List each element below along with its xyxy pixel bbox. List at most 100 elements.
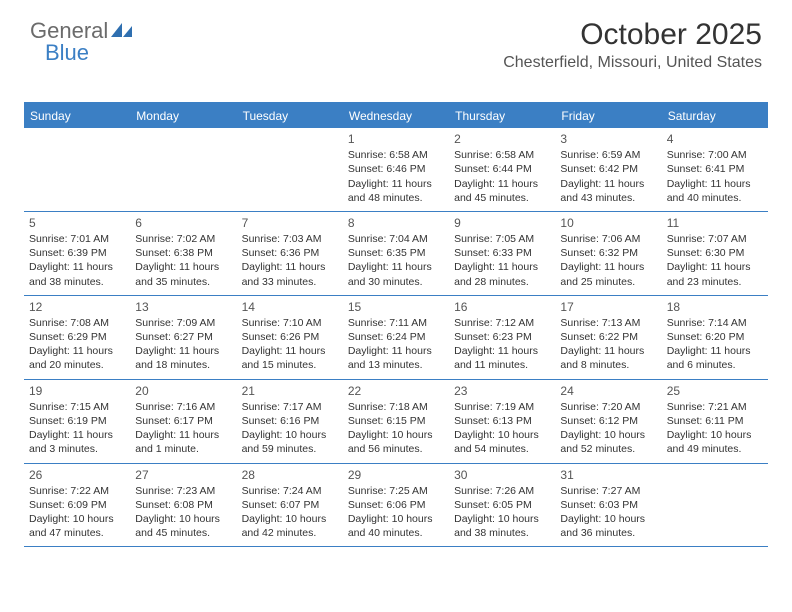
sunset-text: Sunset: 6:06 PM bbox=[348, 498, 444, 512]
daylight-text: Daylight: 11 hours and 38 minutes. bbox=[29, 260, 125, 288]
day-number: 22 bbox=[348, 383, 444, 399]
sunrise-text: Sunrise: 7:26 AM bbox=[454, 484, 550, 498]
day-cell: 11Sunrise: 7:07 AMSunset: 6:30 PMDayligh… bbox=[662, 212, 768, 295]
day-cell: 18Sunrise: 7:14 AMSunset: 6:20 PMDayligh… bbox=[662, 296, 768, 379]
daylight-text: Daylight: 11 hours and 8 minutes. bbox=[560, 344, 656, 372]
day-number: 7 bbox=[242, 215, 338, 231]
sunrise-text: Sunrise: 7:07 AM bbox=[667, 232, 763, 246]
day-cell bbox=[237, 128, 343, 211]
day-number: 25 bbox=[667, 383, 763, 399]
sunrise-text: Sunrise: 7:22 AM bbox=[29, 484, 125, 498]
day-number: 29 bbox=[348, 467, 444, 483]
sunrise-text: Sunrise: 7:10 AM bbox=[242, 316, 338, 330]
day-number: 17 bbox=[560, 299, 656, 315]
day-cell: 27Sunrise: 7:23 AMSunset: 6:08 PMDayligh… bbox=[130, 464, 236, 547]
day-cell: 23Sunrise: 7:19 AMSunset: 6:13 PMDayligh… bbox=[449, 380, 555, 463]
sunrise-text: Sunrise: 7:14 AM bbox=[667, 316, 763, 330]
day-number: 11 bbox=[667, 215, 763, 231]
daylight-text: Daylight: 10 hours and 47 minutes. bbox=[29, 512, 125, 540]
sunrise-text: Sunrise: 7:12 AM bbox=[454, 316, 550, 330]
day-cell: 30Sunrise: 7:26 AMSunset: 6:05 PMDayligh… bbox=[449, 464, 555, 547]
daylight-text: Daylight: 11 hours and 6 minutes. bbox=[667, 344, 763, 372]
sunset-text: Sunset: 6:46 PM bbox=[348, 162, 444, 176]
daylight-text: Daylight: 11 hours and 30 minutes. bbox=[348, 260, 444, 288]
day-number: 13 bbox=[135, 299, 231, 315]
day-cell: 31Sunrise: 7:27 AMSunset: 6:03 PMDayligh… bbox=[555, 464, 661, 547]
daylight-text: Daylight: 11 hours and 3 minutes. bbox=[29, 428, 125, 456]
day-header: Monday bbox=[130, 104, 236, 128]
sunrise-text: Sunrise: 6:58 AM bbox=[454, 148, 550, 162]
sunset-text: Sunset: 6:16 PM bbox=[242, 414, 338, 428]
sunset-text: Sunset: 6:09 PM bbox=[29, 498, 125, 512]
sunrise-text: Sunrise: 7:27 AM bbox=[560, 484, 656, 498]
day-number: 28 bbox=[242, 467, 338, 483]
daylight-text: Daylight: 11 hours and 18 minutes. bbox=[135, 344, 231, 372]
day-cell: 15Sunrise: 7:11 AMSunset: 6:24 PMDayligh… bbox=[343, 296, 449, 379]
day-number: 6 bbox=[135, 215, 231, 231]
day-cell: 29Sunrise: 7:25 AMSunset: 6:06 PMDayligh… bbox=[343, 464, 449, 547]
day-cell: 5Sunrise: 7:01 AMSunset: 6:39 PMDaylight… bbox=[24, 212, 130, 295]
day-number: 1 bbox=[348, 131, 444, 147]
day-number: 9 bbox=[454, 215, 550, 231]
day-number: 10 bbox=[560, 215, 656, 231]
day-cell: 2Sunrise: 6:58 AMSunset: 6:44 PMDaylight… bbox=[449, 128, 555, 211]
daylight-text: Daylight: 10 hours and 52 minutes. bbox=[560, 428, 656, 456]
sunrise-text: Sunrise: 7:16 AM bbox=[135, 400, 231, 414]
day-number: 8 bbox=[348, 215, 444, 231]
sunset-text: Sunset: 6:19 PM bbox=[29, 414, 125, 428]
daylight-text: Daylight: 11 hours and 43 minutes. bbox=[560, 177, 656, 205]
daylight-text: Daylight: 11 hours and 1 minute. bbox=[135, 428, 231, 456]
daylight-text: Daylight: 10 hours and 56 minutes. bbox=[348, 428, 444, 456]
day-header: Thursday bbox=[449, 104, 555, 128]
sunset-text: Sunset: 6:27 PM bbox=[135, 330, 231, 344]
day-number: 30 bbox=[454, 467, 550, 483]
day-cell: 14Sunrise: 7:10 AMSunset: 6:26 PMDayligh… bbox=[237, 296, 343, 379]
sunset-text: Sunset: 6:32 PM bbox=[560, 246, 656, 260]
day-cell: 12Sunrise: 7:08 AMSunset: 6:29 PMDayligh… bbox=[24, 296, 130, 379]
day-cell: 6Sunrise: 7:02 AMSunset: 6:38 PMDaylight… bbox=[130, 212, 236, 295]
sunset-text: Sunset: 6:24 PM bbox=[348, 330, 444, 344]
day-cell: 17Sunrise: 7:13 AMSunset: 6:22 PMDayligh… bbox=[555, 296, 661, 379]
day-number: 4 bbox=[667, 131, 763, 147]
sunset-text: Sunset: 6:26 PM bbox=[242, 330, 338, 344]
daylight-text: Daylight: 11 hours and 35 minutes. bbox=[135, 260, 231, 288]
day-cell bbox=[130, 128, 236, 211]
day-header: Wednesday bbox=[343, 104, 449, 128]
day-number: 21 bbox=[242, 383, 338, 399]
daylight-text: Daylight: 11 hours and 28 minutes. bbox=[454, 260, 550, 288]
daylight-text: Daylight: 11 hours and 45 minutes. bbox=[454, 177, 550, 205]
sunset-text: Sunset: 6:08 PM bbox=[135, 498, 231, 512]
day-header: Sunday bbox=[24, 104, 130, 128]
sunset-text: Sunset: 6:36 PM bbox=[242, 246, 338, 260]
daylight-text: Daylight: 11 hours and 48 minutes. bbox=[348, 177, 444, 205]
daylight-text: Daylight: 10 hours and 54 minutes. bbox=[454, 428, 550, 456]
daylight-text: Daylight: 10 hours and 36 minutes. bbox=[560, 512, 656, 540]
sunrise-text: Sunrise: 7:01 AM bbox=[29, 232, 125, 246]
logo-text-blue: Blue bbox=[45, 40, 89, 66]
sunset-text: Sunset: 6:33 PM bbox=[454, 246, 550, 260]
sunrise-text: Sunrise: 7:15 AM bbox=[29, 400, 125, 414]
sunrise-text: Sunrise: 7:19 AM bbox=[454, 400, 550, 414]
daylight-text: Daylight: 11 hours and 11 minutes. bbox=[454, 344, 550, 372]
daylight-text: Daylight: 10 hours and 42 minutes. bbox=[242, 512, 338, 540]
day-cell: 10Sunrise: 7:06 AMSunset: 6:32 PMDayligh… bbox=[555, 212, 661, 295]
sunset-text: Sunset: 6:11 PM bbox=[667, 414, 763, 428]
logo-sail-icon bbox=[111, 20, 133, 43]
sunrise-text: Sunrise: 7:00 AM bbox=[667, 148, 763, 162]
sunrise-text: Sunrise: 7:21 AM bbox=[667, 400, 763, 414]
calendar: SundayMondayTuesdayWednesdayThursdayFrid… bbox=[24, 102, 768, 547]
day-cell: 4Sunrise: 7:00 AMSunset: 6:41 PMDaylight… bbox=[662, 128, 768, 211]
sunset-text: Sunset: 6:42 PM bbox=[560, 162, 656, 176]
day-header: Tuesday bbox=[237, 104, 343, 128]
day-number: 27 bbox=[135, 467, 231, 483]
sunrise-text: Sunrise: 7:17 AM bbox=[242, 400, 338, 414]
sunrise-text: Sunrise: 7:20 AM bbox=[560, 400, 656, 414]
day-cell: 19Sunrise: 7:15 AMSunset: 6:19 PMDayligh… bbox=[24, 380, 130, 463]
day-cell: 7Sunrise: 7:03 AMSunset: 6:36 PMDaylight… bbox=[237, 212, 343, 295]
day-number: 15 bbox=[348, 299, 444, 315]
sunrise-text: Sunrise: 7:23 AM bbox=[135, 484, 231, 498]
week-row: 19Sunrise: 7:15 AMSunset: 6:19 PMDayligh… bbox=[24, 380, 768, 464]
daylight-text: Daylight: 10 hours and 59 minutes. bbox=[242, 428, 338, 456]
logo: General Blue bbox=[30, 18, 135, 44]
sunrise-text: Sunrise: 6:59 AM bbox=[560, 148, 656, 162]
